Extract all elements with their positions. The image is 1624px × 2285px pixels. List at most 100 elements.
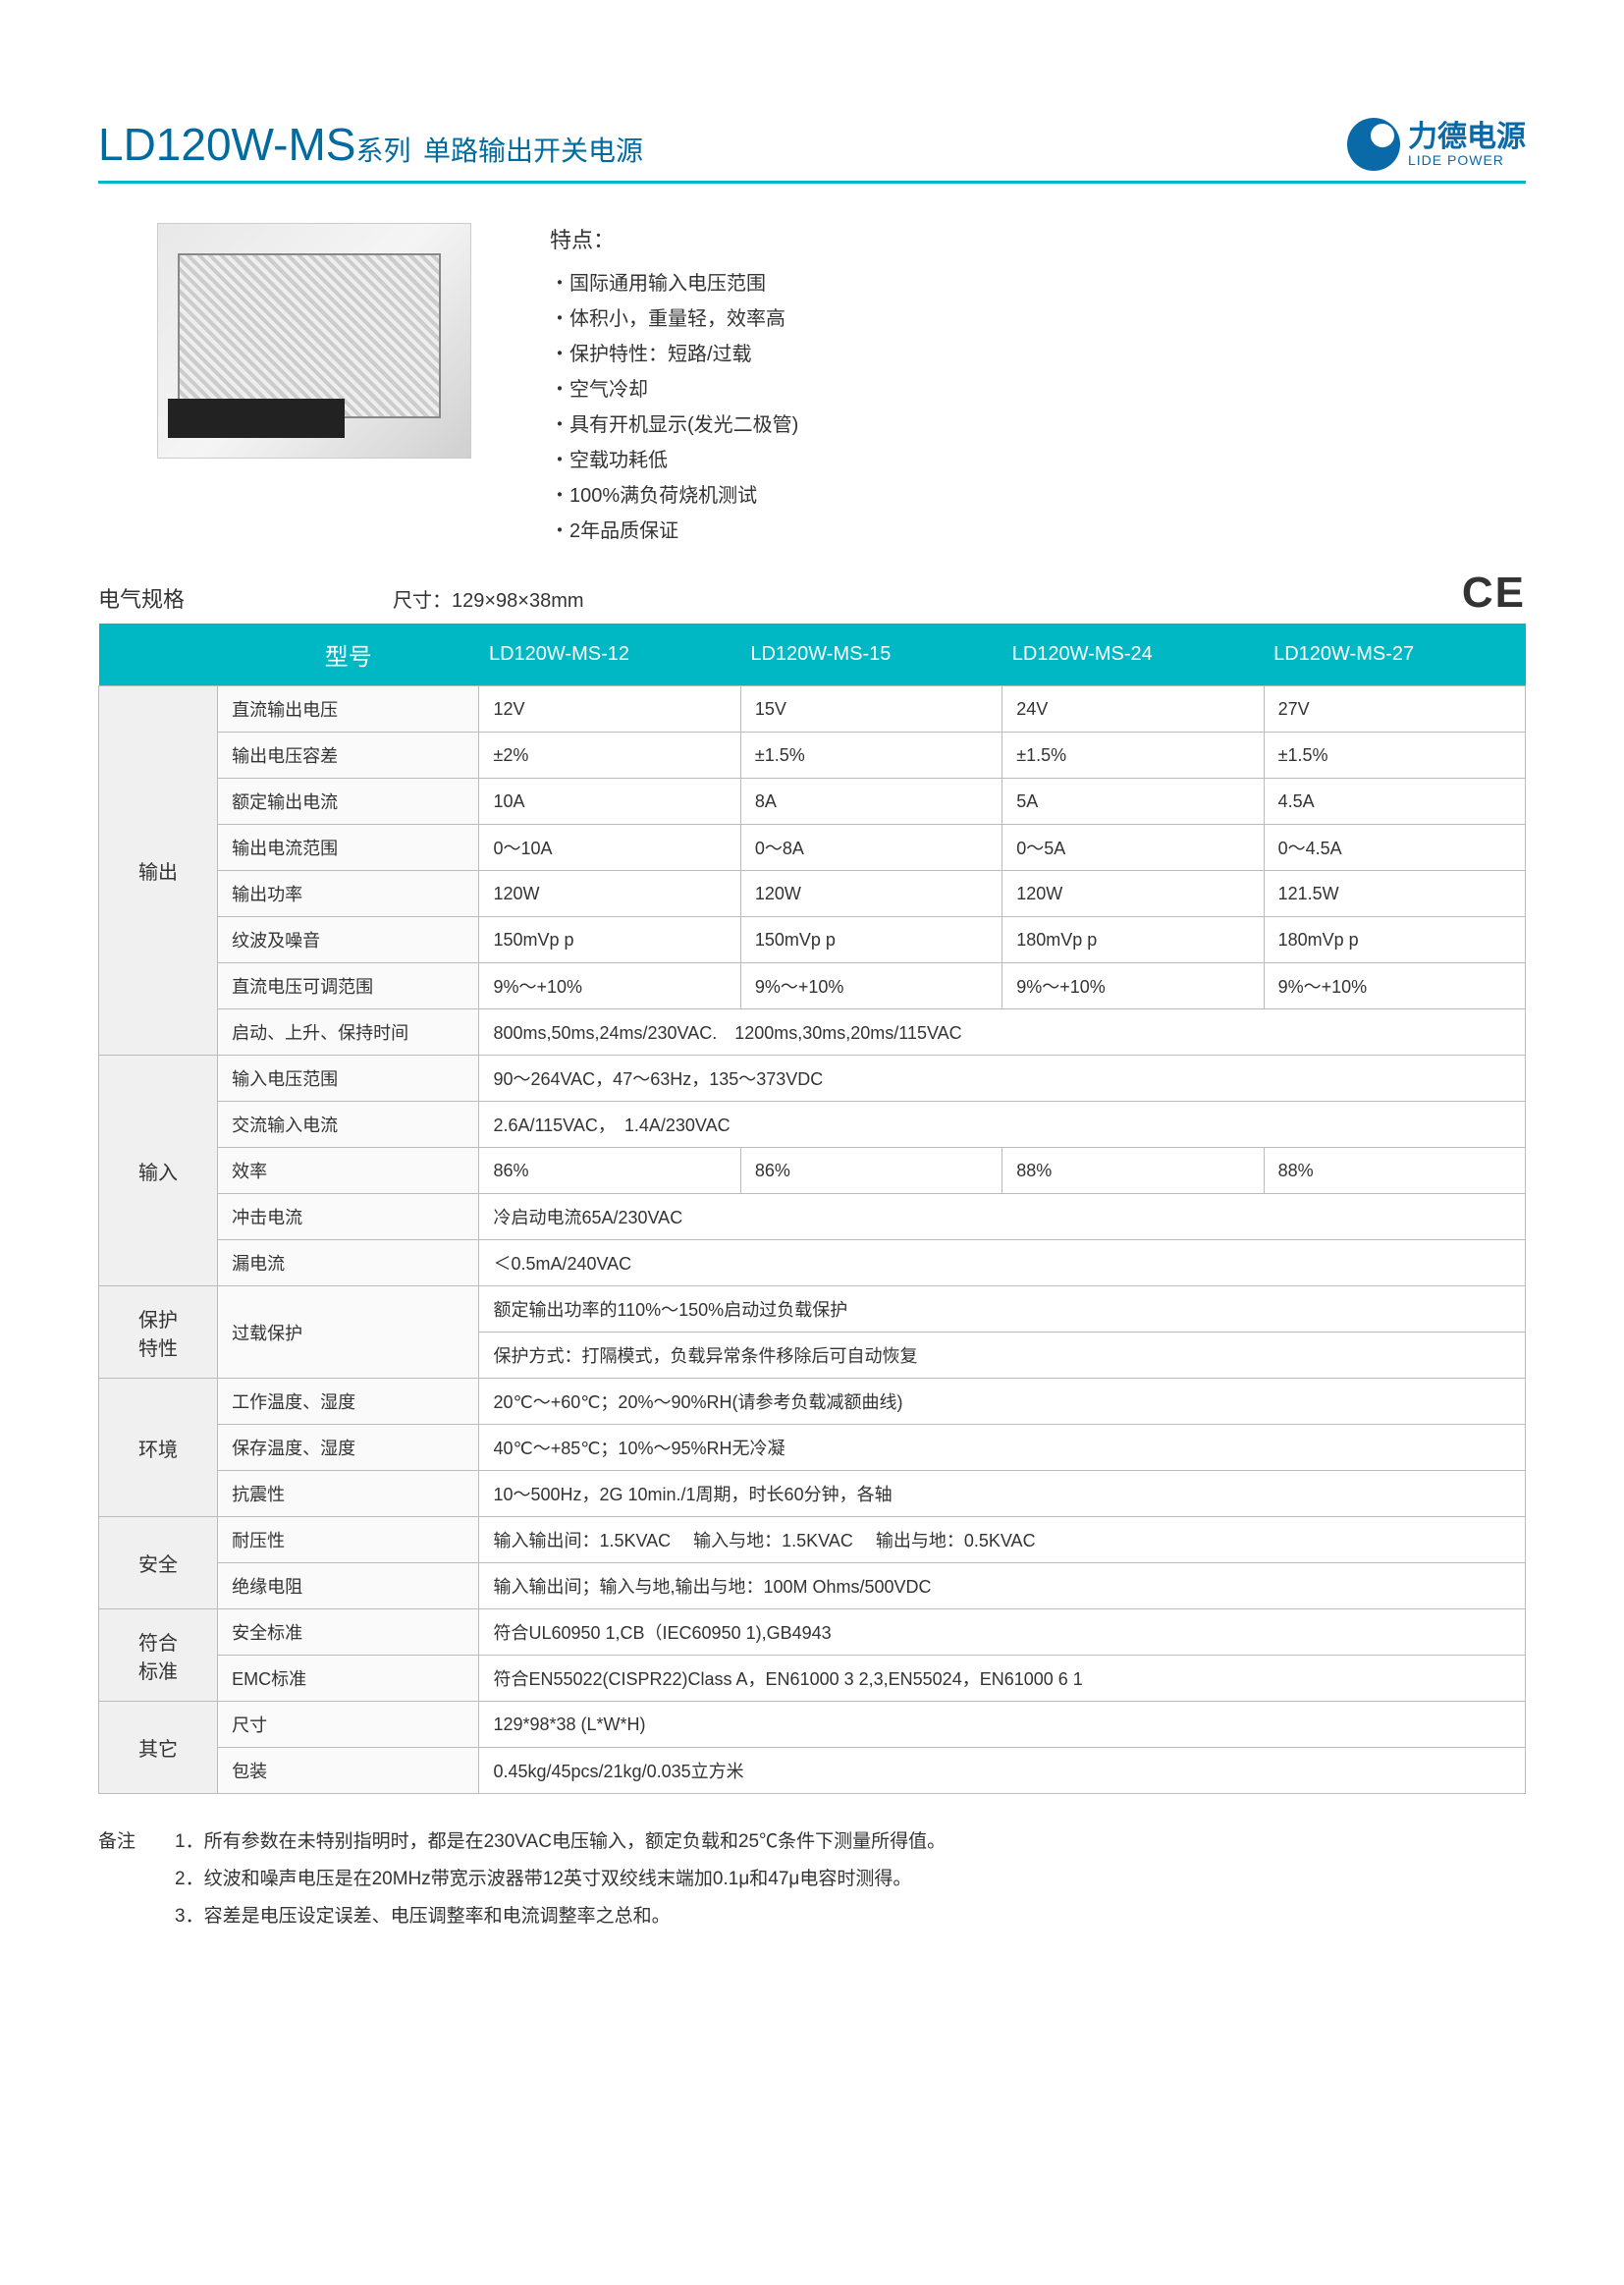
header-model-label: 型号 bbox=[218, 624, 479, 686]
table-row: 输出电流范围0～10A0～8A0～5A0～4.5A bbox=[99, 825, 1526, 871]
table-row: 交流输入电流2.6A/115VAC， 1.4A/230VAC bbox=[99, 1102, 1526, 1148]
table-row: 冲击电流冷启动电流65A/230VAC bbox=[99, 1194, 1526, 1240]
value-cell: 90～264VAC，47～63Hz，135～373VDC bbox=[479, 1056, 1526, 1102]
title-desc: 单路输出开关电源 bbox=[423, 136, 643, 166]
value-cell: 120W bbox=[740, 871, 1001, 917]
value-cell: 0～10A bbox=[479, 825, 740, 871]
value-cell: 12V bbox=[479, 686, 740, 733]
value-cell: 9%～+10% bbox=[479, 963, 740, 1009]
param-cell: 工作温度、湿度 bbox=[218, 1379, 479, 1425]
value-cell: ±1.5% bbox=[1002, 733, 1264, 779]
table-row: 包装0.45kg/45pcs/21kg/0.035立方米 bbox=[99, 1748, 1526, 1794]
group-cell: 输出 bbox=[99, 686, 218, 1056]
value-cell: 180mVp p bbox=[1002, 917, 1264, 963]
value-cell: 9%～+10% bbox=[740, 963, 1001, 1009]
logo-text: 力德电源 LIDE POWER bbox=[1408, 121, 1526, 168]
logo-text-en: LIDE POWER bbox=[1408, 153, 1526, 168]
table-row: 纹波及噪音150mVp p150mVp p180mVp p180mVp p bbox=[99, 917, 1526, 963]
param-cell: 耐压性 bbox=[218, 1517, 479, 1563]
value-cell: 88% bbox=[1264, 1148, 1525, 1194]
table-row: 输出电压容差±2%±1.5%±1.5%±1.5% bbox=[99, 733, 1526, 779]
features-block: 特点： 国际通用输入电压范围体积小，重量轻，效率高保护特性：短路/过载空气冷却具… bbox=[550, 223, 1526, 549]
feature-item: 具有开机显示(发光二极管) bbox=[550, 408, 1526, 443]
param-cell: 包装 bbox=[218, 1748, 479, 1794]
param-cell: 保存温度、湿度 bbox=[218, 1425, 479, 1471]
brand-logo: 力德电源 LIDE POWER bbox=[1347, 118, 1526, 171]
table-row: EMC标准符合EN55022(CISPR22)Class A，EN61000 3… bbox=[99, 1656, 1526, 1702]
table-row: 输出直流输出电压12V15V24V27V bbox=[99, 686, 1526, 733]
header-model-3: LD120W-MS-27 bbox=[1264, 624, 1525, 686]
value-cell: 2.6A/115VAC， 1.4A/230VAC bbox=[479, 1102, 1526, 1148]
table-row: 启动、上升、保持时间800ms,50ms,24ms/230VAC. 1200ms… bbox=[99, 1009, 1526, 1056]
table-row: 保护 特性过载保护额定输出功率的110%～150%启动过负载保护 bbox=[99, 1286, 1526, 1333]
table-row: 保存温度、湿度40℃～+85℃；10%～95%RH无冷凝 bbox=[99, 1425, 1526, 1471]
value-cell: 0～8A bbox=[740, 825, 1001, 871]
feature-item: 空气冷却 bbox=[550, 372, 1526, 408]
param-cell: 冲击电流 bbox=[218, 1194, 479, 1240]
value-cell: 9%～+10% bbox=[1002, 963, 1264, 1009]
param-cell: 直流电压可调范围 bbox=[218, 963, 479, 1009]
table-row: 抗震性10～500Hz，2G 10min./1周期，时长60分钟，各轴 bbox=[99, 1471, 1526, 1517]
logo-text-cn: 力德电源 bbox=[1408, 121, 1526, 153]
table-row: 漏电流＜0.5mA/240VAC bbox=[99, 1240, 1526, 1286]
table-row: 输入输入电压范围90～264VAC，47～63Hz，135～373VDC bbox=[99, 1056, 1526, 1102]
group-cell: 输入 bbox=[99, 1056, 218, 1286]
note-line: 1．所有参数在未特别指明时，都是在230VAC电压输入，额定负载和25℃条件下测… bbox=[175, 1823, 946, 1861]
param-cell: 输入电压范围 bbox=[218, 1056, 479, 1102]
title-block: LD120W-MS系列 单路输出开关电源 bbox=[98, 118, 643, 171]
value-cell: ±1.5% bbox=[1264, 733, 1525, 779]
param-cell: 抗震性 bbox=[218, 1471, 479, 1517]
feature-item: 空载功耗低 bbox=[550, 443, 1526, 478]
header-model-0: LD120W-MS-12 bbox=[479, 624, 740, 686]
param-cell: 安全标准 bbox=[218, 1609, 479, 1656]
param-cell: 启动、上升、保持时间 bbox=[218, 1009, 479, 1056]
value-cell: 121.5W bbox=[1264, 871, 1525, 917]
group-cell: 其它 bbox=[99, 1702, 218, 1794]
value-cell: ±1.5% bbox=[740, 733, 1001, 779]
value-cell: 129*98*38 (L*W*H) bbox=[479, 1702, 1526, 1748]
group-cell: 安全 bbox=[99, 1517, 218, 1609]
value-cell: 输入输出间；输入与地,输出与地：100M Ohms/500VDC bbox=[479, 1563, 1526, 1609]
value-cell: 27V bbox=[1264, 686, 1525, 733]
value-cell: 800ms,50ms,24ms/230VAC. 1200ms,30ms,20ms… bbox=[479, 1009, 1526, 1056]
value-cell: 输入输出间：1.5KVAC 输入与地：1.5KVAC 输出与地：0.5KVAC bbox=[479, 1517, 1526, 1563]
header-model-2: LD120W-MS-24 bbox=[1002, 624, 1264, 686]
value-cell: 120W bbox=[479, 871, 740, 917]
value-cell: 15V bbox=[740, 686, 1001, 733]
value-cell: ±2% bbox=[479, 733, 740, 779]
value-cell: 150mVp p bbox=[479, 917, 740, 963]
param-cell: 交流输入电流 bbox=[218, 1102, 479, 1148]
value-cell: 24V bbox=[1002, 686, 1264, 733]
param-cell: 纹波及噪音 bbox=[218, 917, 479, 963]
title-main: LD120W-MS bbox=[98, 119, 355, 170]
header-blank bbox=[99, 624, 218, 686]
value-cell: 9%～+10% bbox=[1264, 963, 1525, 1009]
table-row: 绝缘电阻输入输出间；输入与地,输出与地：100M Ohms/500VDC bbox=[99, 1563, 1526, 1609]
product-image bbox=[157, 223, 471, 459]
value-cell: 8A bbox=[740, 779, 1001, 825]
ce-mark: CE bbox=[1462, 569, 1526, 618]
group-cell: 保护 特性 bbox=[99, 1286, 218, 1379]
feature-item: 体积小，重量轻，效率高 bbox=[550, 301, 1526, 337]
param-cell: EMC标准 bbox=[218, 1656, 479, 1702]
feature-item: 国际通用输入电压范围 bbox=[550, 266, 1526, 301]
param-cell: 额定输出电流 bbox=[218, 779, 479, 825]
value-cell: 符合EN55022(CISPR22)Class A，EN61000 3 2,3,… bbox=[479, 1656, 1526, 1702]
group-cell: 符合 标准 bbox=[99, 1609, 218, 1702]
value-cell: 保护方式：打隔模式，负载异常条件移除后可自动恢复 bbox=[479, 1333, 1526, 1379]
value-cell: 10A bbox=[479, 779, 740, 825]
value-cell: 0～5A bbox=[1002, 825, 1264, 871]
value-cell: 额定输出功率的110%～150%启动过负载保护 bbox=[479, 1286, 1526, 1333]
note-line: 3．容差是电压设定误差、电压调整率和电流调整率之总和。 bbox=[175, 1898, 946, 1935]
page-header: LD120W-MS系列 单路输出开关电源 力德电源 LIDE POWER bbox=[98, 118, 1526, 184]
value-cell: 86% bbox=[740, 1148, 1001, 1194]
param-cell: 尺寸 bbox=[218, 1702, 479, 1748]
title-sub: 系列 bbox=[355, 136, 410, 166]
note-line: 2．纹波和噪声电压是在20MHz带宽示波器带12英寸双绞线末端加0.1μ和47μ… bbox=[175, 1861, 946, 1898]
value-cell: 4.5A bbox=[1264, 779, 1525, 825]
param-cell: 效率 bbox=[218, 1148, 479, 1194]
feature-item: 保护特性：短路/过载 bbox=[550, 337, 1526, 372]
notes-label: 备注 bbox=[98, 1823, 135, 1935]
param-cell: 输出功率 bbox=[218, 871, 479, 917]
table-row: 效率86%86%88%88% bbox=[99, 1148, 1526, 1194]
